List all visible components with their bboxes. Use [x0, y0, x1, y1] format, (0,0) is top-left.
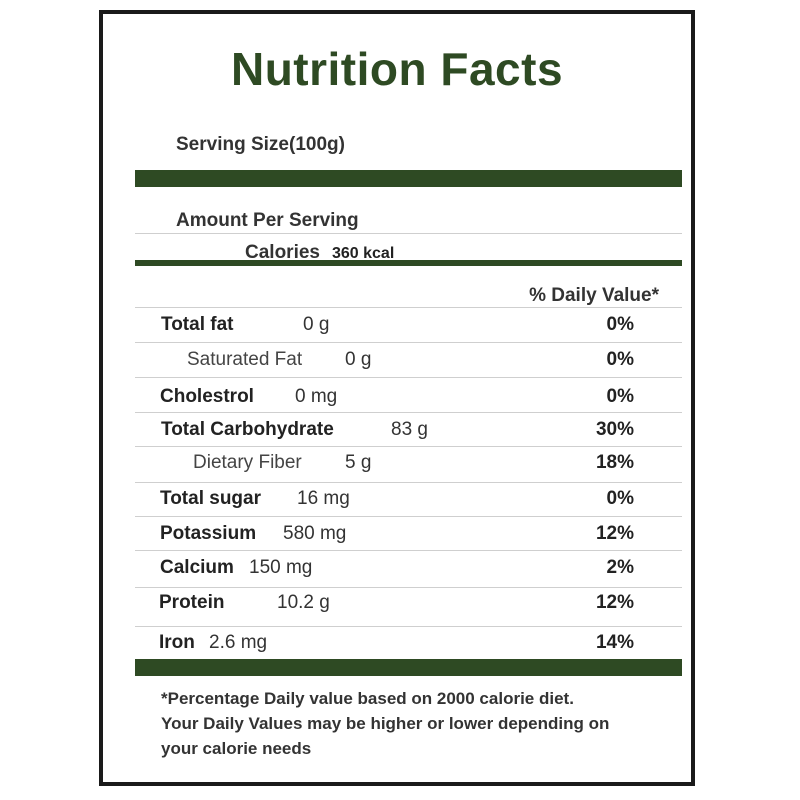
nutrient-amount: 16 mg	[297, 488, 350, 509]
nutrient-amount: 10.2 g	[277, 592, 330, 613]
nutrient-daily-value: 0%	[606, 349, 634, 370]
divider	[135, 550, 682, 551]
nutrient-daily-value: 18%	[595, 452, 634, 473]
nutrition-label: Nutrition Facts Serving Size(100g) Amoun…	[99, 10, 695, 786]
nutrient-daily-value: 12%	[595, 523, 634, 544]
nutrient-amount: 5 g	[345, 452, 372, 473]
divider	[135, 412, 682, 413]
nutrient-name: Potassium	[160, 523, 257, 544]
nutrient-row-iron: Iron 2.6 mg 14%	[135, 626, 682, 660]
nutrient-daily-value: 0%	[606, 488, 634, 509]
divider	[135, 626, 682, 627]
nutrient-daily-value: 0%	[606, 386, 634, 407]
nutrient-name: Total Carbohydrate	[161, 419, 334, 440]
nutrient-daily-value: 0%	[606, 314, 634, 335]
nutrient-name: Protein	[159, 592, 225, 613]
nutrient-name: Iron	[159, 632, 195, 653]
nutrient-name: Total fat	[161, 314, 234, 335]
nutrient-name: Calcium	[160, 557, 234, 578]
nutrient-row-total-fat: Total fat 0 g 0%	[135, 308, 682, 342]
divider	[135, 587, 682, 588]
nutrient-amount: 150 mg	[249, 557, 313, 578]
amount-per-serving: Amount Per Serving	[176, 210, 359, 231]
nutrient-name: Total sugar	[160, 488, 261, 509]
nutrient-row-calcium: Calcium 150 mg 2%	[135, 551, 682, 585]
nutrient-name: Dietary Fiber	[193, 452, 302, 473]
thick-divider-bottom	[135, 659, 682, 676]
nutrient-row-potassium: Potassium 580 mg 12%	[135, 517, 682, 551]
nutrient-row-total-carbohydrate: Total Carbohydrate 83 g 30%	[135, 413, 682, 447]
nutrient-amount: 0 g	[345, 349, 372, 370]
nutrient-amount: 83 g	[391, 419, 428, 440]
medium-divider	[135, 260, 682, 266]
divider	[135, 446, 682, 447]
nutrient-row-total-sugar: Total sugar 16 mg 0%	[135, 482, 682, 516]
divider	[135, 307, 682, 308]
nutrient-row-dietary-fiber: Dietary Fiber 5 g 18%	[135, 446, 682, 480]
footnote-line: your calorie needs	[161, 739, 312, 758]
calories-value: 360 kcal	[331, 245, 395, 262]
footnote: *Percentage Daily value based on 2000 ca…	[161, 686, 661, 761]
nutrient-daily-value: 12%	[595, 592, 634, 613]
nutrient-name: Cholestrol	[160, 386, 254, 407]
nutrient-row-cholestrol: Cholestrol 0 mg 0%	[135, 380, 682, 414]
nutrient-amount: 2.6 mg	[209, 632, 268, 653]
divider	[135, 342, 682, 343]
label-title: Nutrition Facts	[230, 43, 564, 95]
divider	[135, 516, 682, 517]
nutrient-row-saturated-fat: Saturated Fat 0 g 0%	[135, 343, 682, 377]
nutrient-amount: 0 mg	[295, 386, 338, 407]
calories-line: Calories 360 kcal	[245, 242, 394, 264]
thick-divider-top	[135, 170, 682, 187]
daily-value-header: % Daily Value*	[529, 285, 659, 306]
nutrient-row-protein: Protein 10.2 g 12%	[135, 586, 682, 620]
nutrient-daily-value: 14%	[595, 632, 634, 653]
calories-label: Calories	[245, 242, 320, 263]
footnote-line: *Percentage Daily value based on 2000 ca…	[161, 689, 574, 708]
nutrient-amount: 0 g	[303, 314, 330, 335]
divider	[135, 482, 682, 483]
divider	[135, 377, 682, 378]
footnote-line: Your Daily Values may be higher or lower…	[161, 714, 610, 733]
divider	[135, 233, 682, 234]
nutrient-name: Saturated Fat	[187, 349, 303, 370]
serving-size: Serving Size(100g)	[176, 134, 345, 155]
nutrient-daily-value: 30%	[595, 419, 634, 440]
nutrient-amount: 580 mg	[283, 523, 347, 544]
nutrient-daily-value: 2%	[606, 557, 634, 578]
